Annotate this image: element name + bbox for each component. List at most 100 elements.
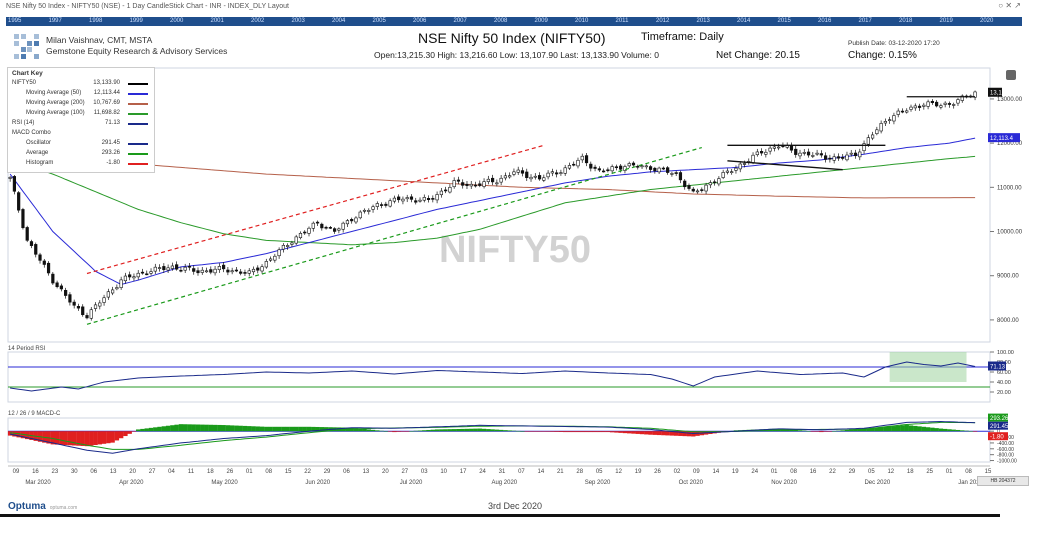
candle-body <box>845 154 849 161</box>
macd-histogram-bar <box>802 430 807 432</box>
candle-body <box>157 267 162 269</box>
year-label[interactable]: 1998 <box>89 18 103 24</box>
chart-key-swatch <box>128 153 148 155</box>
macd-histogram-bar <box>618 431 623 433</box>
year-label[interactable]: 2010 <box>575 18 589 24</box>
year-label[interactable]: 1997 <box>48 18 62 24</box>
macd-histogram-bar <box>947 429 952 432</box>
year-label[interactable]: 2020 <box>980 18 994 24</box>
candle-body <box>563 167 567 174</box>
macd-histogram-bar <box>405 431 410 432</box>
candle-body <box>350 219 354 222</box>
expand-icon[interactable]: ↗ <box>1014 1 1021 10</box>
macd-histogram-bar <box>319 427 325 432</box>
candle-body <box>55 282 59 288</box>
candle-body <box>525 171 529 178</box>
close-icon[interactable]: ✕ <box>1005 1 1013 10</box>
candle-body <box>337 228 341 231</box>
year-label[interactable]: 2014 <box>737 18 751 24</box>
candle-body <box>247 270 251 274</box>
price-ytick-label: 8000.00 <box>997 318 1019 324</box>
year-label[interactable]: 2002 <box>251 18 265 24</box>
rsi-ytick-label: 20.00 <box>997 390 1011 396</box>
timeframe-label: Timeframe: Daily <box>641 31 724 43</box>
x-day-label: 23 <box>52 469 59 475</box>
year-label[interactable]: 2004 <box>332 18 346 24</box>
macd-histogram-bar <box>840 430 845 432</box>
candle-body <box>875 129 879 134</box>
year-label[interactable]: 2013 <box>696 18 710 24</box>
macd-histogram-bar <box>358 428 363 432</box>
year-label[interactable]: 2007 <box>453 18 467 24</box>
x-day-label: 07 <box>518 469 525 475</box>
candle-body <box>695 190 700 193</box>
year-label[interactable]: 2017 <box>858 18 872 24</box>
candle-body <box>298 233 303 239</box>
macd-histogram-bar <box>541 431 547 432</box>
macd-histogram-bar <box>827 431 833 432</box>
year-label[interactable]: 2001 <box>210 18 224 24</box>
macd-histogram-bar <box>375 430 380 432</box>
candle-body <box>324 226 328 229</box>
x-day-label: 29 <box>849 469 856 475</box>
candle-body <box>683 180 687 188</box>
year-label[interactable]: 2003 <box>291 18 305 24</box>
macd-histogram-bar <box>793 429 798 432</box>
macd-histogram-bar <box>784 429 790 432</box>
x-day-label: 11 <box>188 469 195 475</box>
macd-histogram-bar <box>409 431 414 432</box>
candle-body <box>192 268 196 272</box>
candle-body <box>140 271 145 274</box>
candle-body <box>392 197 396 202</box>
macd-tag-bg <box>988 413 1008 422</box>
candle-body <box>38 254 42 261</box>
macd-histogram-bar <box>50 431 56 445</box>
year-label[interactable]: 2019 <box>939 18 953 24</box>
candle-body <box>896 110 900 115</box>
macd-histogram-bar <box>665 431 670 436</box>
candle-body <box>388 200 392 207</box>
macd-histogram-bar <box>76 431 81 446</box>
macd-histogram-bar <box>362 429 367 432</box>
year-label[interactable]: 2018 <box>899 18 913 24</box>
macd-histogram-bar <box>853 429 858 432</box>
candle-body <box>367 210 371 212</box>
candle-body <box>704 184 708 192</box>
year-label[interactable]: 2015 <box>777 18 791 24</box>
company-logo-icon <box>14 34 40 60</box>
year-label[interactable]: 1999 <box>129 18 143 24</box>
year-label[interactable]: 2012 <box>656 18 670 24</box>
window-controls[interactable]: ○ ✕ ↗ <box>998 1 1021 10</box>
year-navigator[interactable]: 1995 1997 1998 1999 2000 2001 2002 2003 2004 2005… <box>6 17 1022 26</box>
year-label[interactable]: 2006 <box>413 18 427 24</box>
year-label[interactable]: 2011 <box>615 18 629 24</box>
year-label[interactable]: 2016 <box>818 18 832 24</box>
year-label[interactable]: 2009 <box>534 18 548 24</box>
candle-body <box>264 261 268 268</box>
candle-body <box>273 255 277 261</box>
price-ytick-label: 11000.00 <box>997 185 1022 191</box>
price-ytick-label: 13000.00 <box>997 97 1023 103</box>
macd-panel-title: 12 / 26 / 9 MACD-C <box>8 411 61 417</box>
macd-histogram-bar <box>942 428 948 432</box>
year-label[interactable]: 1995 <box>8 18 22 24</box>
restore-icon[interactable]: ○ <box>998 1 1004 10</box>
macd-histogram-bar <box>930 427 935 432</box>
corner-tab[interactable]: HB 204372 <box>977 476 1029 486</box>
macd-panel-frame <box>7 417 991 463</box>
macd-histogram-bar <box>917 426 922 432</box>
chart-key-label: Moving Average (50) <box>26 90 82 96</box>
macd-tag: -1.80 <box>990 435 1004 441</box>
x-day-label: 24 <box>479 469 486 475</box>
macd-tag-bg <box>988 432 1008 441</box>
year-label[interactable]: 2000 <box>170 18 184 24</box>
year-label[interactable]: 2005 <box>372 18 386 24</box>
x-day-label: 03 <box>421 469 428 475</box>
candle-body <box>119 279 123 288</box>
chart-key-value: 11,698.82 <box>93 110 120 116</box>
rsi-tag: 71.13 <box>990 365 1006 371</box>
macd-histogram-bar <box>635 431 640 434</box>
logo-block <box>33 40 39 46</box>
year-label[interactable]: 2008 <box>494 18 508 24</box>
